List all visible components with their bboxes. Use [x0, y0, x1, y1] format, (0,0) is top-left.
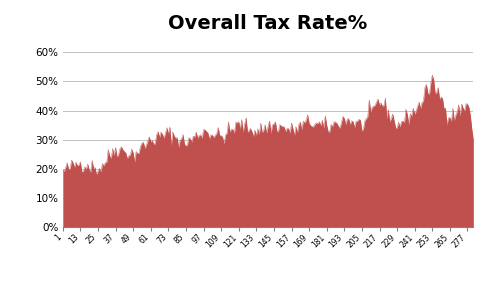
Title: Overall Tax Rate%: Overall Tax Rate%: [169, 15, 368, 33]
